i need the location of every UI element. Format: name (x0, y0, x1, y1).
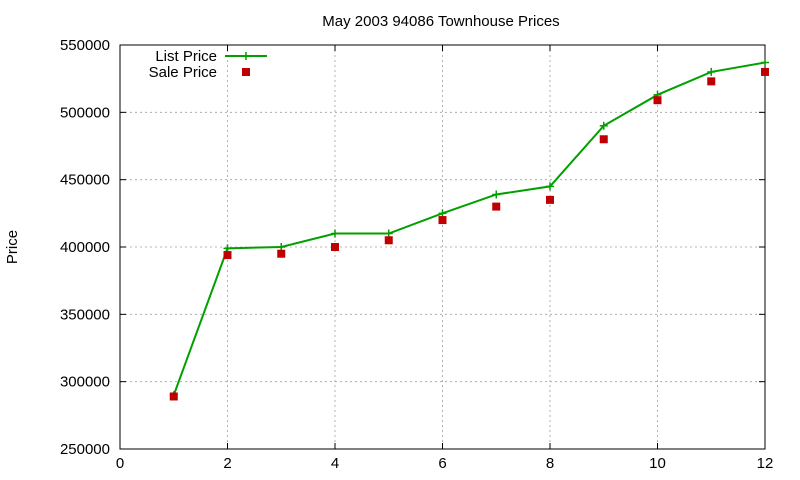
legend-swatch-sale-price (242, 68, 250, 76)
y-tick-label: 500000 (60, 104, 110, 121)
legend-label-sale-price: Sale Price (149, 64, 217, 81)
y-tick-label: 350000 (60, 306, 110, 323)
y-tick-label: 450000 (60, 172, 110, 189)
list-price-line (172, 61, 766, 396)
chart-title: May 2003 94086 Townhouse Prices (322, 13, 559, 30)
sale-price-point (223, 251, 232, 260)
sale-price-point (761, 67, 769, 76)
legend-marker-list-price (242, 52, 250, 60)
legend-label-list-price: List Price (155, 48, 217, 65)
x-tick-label: 6 (438, 455, 446, 472)
x-tick-label: 8 (546, 455, 554, 472)
x-tick-label: 12 (757, 455, 774, 472)
y-tick-label: 250000 (60, 441, 110, 458)
list-price-point (331, 229, 339, 238)
y-tick-label: 400000 (60, 239, 110, 256)
x-tick-label: 0 (116, 455, 124, 472)
sale-price-point (492, 202, 501, 211)
grid-lines (120, 45, 765, 449)
sale-price-point (546, 195, 554, 204)
series-layer (169, 58, 769, 401)
x-tick-label: 4 (331, 455, 339, 472)
y-axis-label: Price (4, 230, 21, 264)
y-tick-label: 550000 (60, 37, 110, 54)
sale-price-point (169, 392, 178, 401)
sale-price-point (707, 77, 716, 86)
plot-frame (119, 44, 766, 450)
y-tick-label: 300000 (60, 374, 110, 391)
sale-price-point (384, 236, 393, 245)
list-price-point (384, 229, 393, 238)
sale-price-point (653, 96, 662, 105)
list-price-point (492, 190, 501, 199)
sale-price-point (599, 135, 608, 144)
list-price-point (761, 58, 769, 67)
x-tick-label: 2 (223, 455, 231, 472)
list-price-point (223, 244, 232, 253)
sale-price-point (277, 249, 286, 258)
sale-price-point (331, 243, 339, 251)
list-price-point (707, 67, 716, 76)
list-price-point (546, 182, 554, 191)
x-tick-label: 10 (649, 455, 666, 472)
list-price-point (599, 121, 608, 130)
list-price-point (277, 243, 286, 251)
axis-ticks: 0 2 4 6 8 10 12 250000 300000 350000 400000 450000 5… (60, 37, 773, 472)
list-price-point (438, 209, 447, 218)
sale-price-point (438, 216, 447, 225)
